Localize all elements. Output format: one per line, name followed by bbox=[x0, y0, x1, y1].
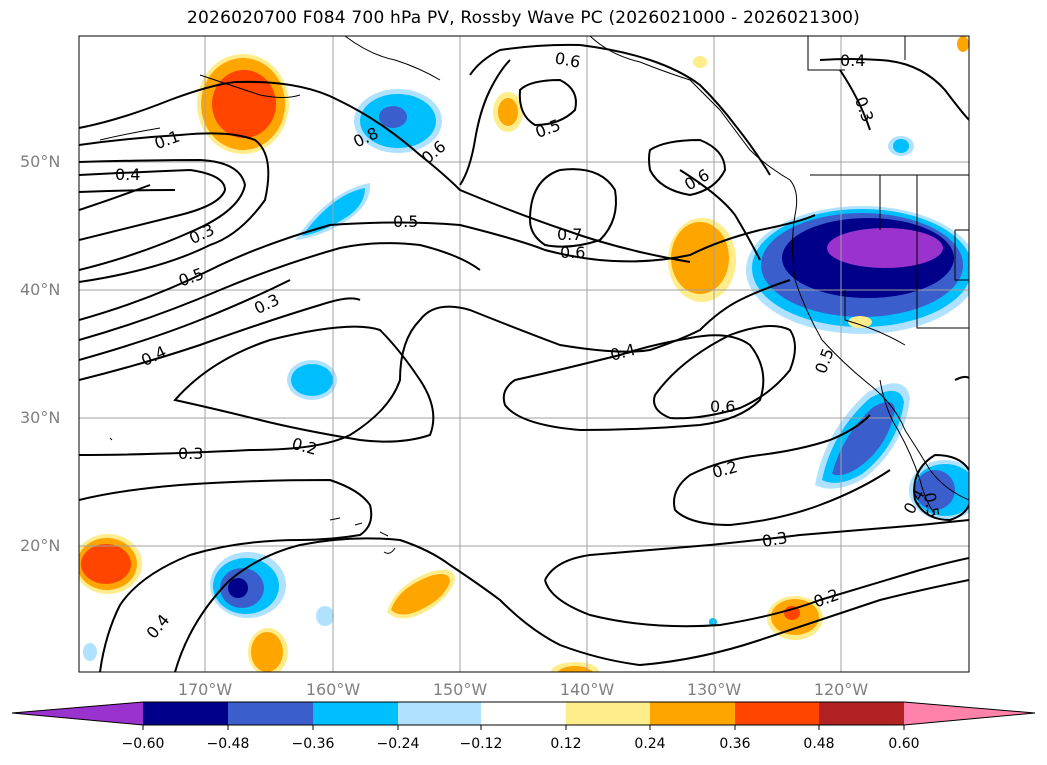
contour-label: 0.5 bbox=[920, 491, 943, 519]
colorbar-swatch bbox=[398, 702, 481, 725]
coastlines bbox=[99, 36, 969, 554]
contour-label: 0.3 bbox=[760, 528, 788, 551]
colorbar-tick: −0.36 bbox=[291, 736, 335, 752]
colorbar-tick: 0.48 bbox=[803, 736, 835, 752]
contour-label: 0.6 bbox=[553, 49, 581, 72]
colorbar-tick: −0.24 bbox=[376, 736, 420, 752]
lon-label-130w: 130°W bbox=[686, 680, 742, 699]
contour-label: 0.5 bbox=[393, 212, 418, 231]
colorbar-tick: 0.12 bbox=[550, 736, 582, 752]
colorbar-tick: −0.60 bbox=[121, 736, 165, 752]
colorbar bbox=[11, 701, 1036, 730]
lon-label-120w: 120°W bbox=[813, 680, 869, 699]
colorbar-swatch bbox=[481, 702, 566, 725]
lat-label-30n: 30°N bbox=[20, 408, 61, 427]
colorbar-swatch bbox=[904, 702, 1035, 725]
colorbar-swatch bbox=[819, 702, 904, 725]
colorbar-tick: −0.12 bbox=[459, 736, 503, 752]
colorbar-tick: 0.24 bbox=[634, 736, 666, 752]
pv-contours bbox=[79, 43, 969, 672]
lat-label-50n: 50°N bbox=[20, 152, 61, 171]
contour-label: 0.7 bbox=[557, 225, 582, 244]
lon-label-160w: 160°W bbox=[305, 680, 361, 699]
colorbar-tick: 0.36 bbox=[719, 736, 751, 752]
colorbar-swatch bbox=[735, 702, 819, 725]
contour-label: 0.4 bbox=[840, 51, 865, 70]
colorbar-swatch bbox=[313, 702, 398, 725]
lat-label-40n: 40°N bbox=[20, 280, 61, 299]
lon-label-170w: 170°W bbox=[177, 680, 233, 699]
colorbar-swatch bbox=[12, 702, 143, 725]
colorbar-swatches bbox=[12, 702, 1035, 725]
colorbar-swatch bbox=[228, 702, 313, 725]
contour-label: 0.6 bbox=[560, 243, 585, 262]
lon-label-140w: 140°W bbox=[559, 680, 615, 699]
colorbar-swatch bbox=[143, 702, 228, 725]
lat-label-20n: 20°N bbox=[20, 536, 61, 555]
colorbar-tick: −0.48 bbox=[206, 736, 250, 752]
map-title: 2026020700 F084 700 hPa PV, Rossby Wave … bbox=[187, 8, 860, 28]
anomaly-shading bbox=[79, 36, 969, 672]
colorbar-swatch bbox=[566, 702, 650, 725]
colorbar-swatch bbox=[650, 702, 735, 725]
colorbar-tick: 0.60 bbox=[888, 736, 920, 752]
contour-label: 0.4 bbox=[115, 165, 140, 184]
lon-label-150w: 150°W bbox=[432, 680, 488, 699]
contour-label: 0.3 bbox=[178, 444, 203, 463]
contour-label: 0.6 bbox=[710, 397, 735, 416]
pv-map: 0.1 0.4 0.3 0.5 0.3 0.4 0.8 0.6 0.5 0.6 … bbox=[78, 35, 970, 673]
